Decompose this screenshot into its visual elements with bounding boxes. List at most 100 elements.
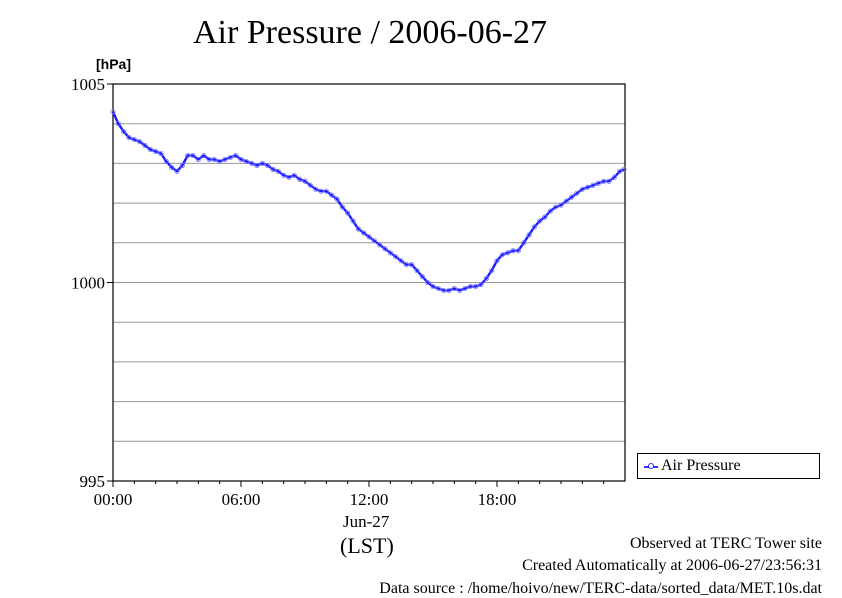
data-point: [483, 275, 489, 282]
data-point: [595, 180, 601, 186]
data-point: [233, 152, 239, 159]
data-point: [462, 285, 468, 292]
footer-observed-at: Observed at TERC Tower site: [629, 535, 822, 552]
data-point: [430, 283, 436, 290]
data-point: [313, 186, 319, 192]
y-tick-label: 1005: [71, 75, 105, 94]
data-point: [531, 224, 537, 230]
data-point: [206, 156, 212, 163]
data-point: [435, 285, 441, 292]
data-point: [147, 146, 153, 153]
data-point: [153, 148, 159, 155]
data-point: [563, 198, 569, 204]
chart-title: Air Pressure / 2006-06-27: [192, 14, 548, 51]
data-point: [473, 283, 479, 290]
x-axis-date-label: Jun-27: [343, 512, 390, 531]
data-point: [521, 240, 527, 246]
data-point: [553, 204, 559, 210]
data-point: [169, 164, 175, 170]
data-point: [537, 218, 543, 224]
data-point: [414, 267, 420, 274]
data-point: [478, 281, 484, 288]
data-point: [446, 287, 452, 294]
x-tick-label: 00:00: [94, 490, 133, 509]
data-point: [515, 248, 521, 254]
legend-label-air-pressure: Air Pressure: [661, 457, 741, 474]
data-point: [457, 287, 463, 294]
data-point: [339, 204, 345, 210]
data-point: [249, 160, 255, 166]
data-point: [451, 285, 457, 292]
data-point: [179, 162, 185, 168]
data-point: [222, 156, 228, 163]
data-point: [291, 172, 297, 178]
plot-frame: [107, 83, 626, 487]
data-point: [281, 172, 287, 178]
footer-data-source: Data source : /home/hoivo/new/TERC-data/…: [379, 580, 822, 597]
data-point: [403, 262, 409, 268]
x-tick-label: 12:00: [350, 490, 389, 509]
data-point: [238, 156, 244, 163]
data-point: [350, 218, 356, 224]
x-tick-label: 06:00: [222, 490, 261, 509]
data-point: [185, 152, 191, 159]
x-axis-timezone-label: (LST): [340, 533, 394, 558]
data-point: [585, 184, 591, 190]
data-point: [590, 182, 596, 188]
data-point: [547, 208, 553, 214]
data-point: [121, 129, 127, 135]
data-point: [409, 262, 415, 268]
data-point: [558, 202, 564, 208]
data-point: [606, 178, 612, 184]
data-point: [387, 250, 393, 256]
data-point: [621, 166, 627, 172]
data-point: [275, 168, 281, 174]
data-point: [382, 246, 388, 252]
data-point: [142, 142, 148, 149]
y-tick-label: 1000: [71, 274, 105, 293]
data-point: [201, 152, 207, 159]
data-point: [126, 134, 132, 141]
data-point: [302, 178, 308, 184]
data-point: [227, 154, 233, 161]
data-point: [489, 267, 495, 274]
data-point: [579, 186, 585, 192]
data-point: [377, 242, 383, 248]
data-point: [398, 258, 404, 264]
data-point: [323, 188, 329, 194]
data-point: [467, 283, 473, 290]
series-line-air-pressure: [111, 111, 625, 292]
data-point: [499, 252, 505, 258]
data-point: [329, 192, 335, 198]
data-point: [334, 196, 340, 202]
series-air-pressure: [110, 109, 627, 294]
data-point: [259, 160, 265, 166]
data-point: [510, 248, 516, 254]
data-point: [174, 168, 180, 174]
data-point: [318, 188, 324, 194]
data-point: [569, 194, 575, 200]
data-point: [254, 162, 260, 168]
data-point: [601, 178, 607, 184]
footer-created-at: Created Automatically at 2006-06-27/23:5…: [522, 557, 822, 574]
data-point: [366, 234, 372, 240]
data-point: [393, 254, 399, 260]
data-point: [361, 230, 367, 236]
legend: Air Pressure: [637, 453, 820, 479]
data-point: [270, 166, 276, 172]
legend-marker-air-pressure: [648, 463, 654, 469]
data-point: [110, 109, 116, 115]
data-point: [211, 156, 217, 163]
x-tick-label: 18:00: [478, 490, 517, 509]
grid-lines: [113, 83, 625, 482]
data-point: [441, 287, 447, 294]
data-point: [297, 176, 303, 182]
data-point: [217, 158, 223, 165]
data-point: [243, 158, 249, 165]
data-point: [137, 138, 143, 145]
data-point: [345, 210, 351, 216]
data-point: [158, 150, 164, 157]
data-point: [265, 162, 271, 168]
data-point: [115, 121, 121, 127]
